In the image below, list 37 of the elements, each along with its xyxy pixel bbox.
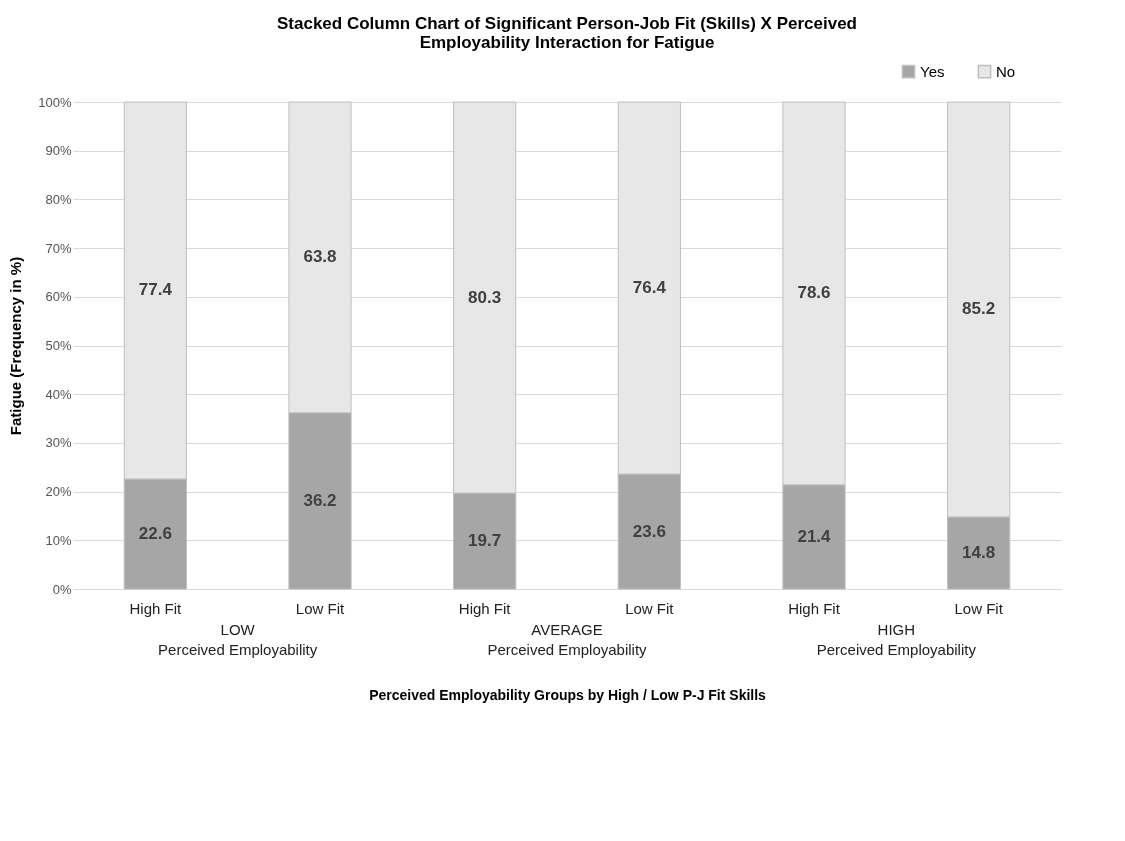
y-tick-label: 80%: [45, 191, 72, 207]
y-axis-title: Fatigue (Frequency in %): [7, 256, 25, 436]
y-tick-label: 70%: [45, 240, 72, 256]
text: HIGH Perceived Employability: [816, 621, 977, 658]
text: LOW Perceived Employability: [158, 621, 318, 658]
x-tick-label: High Fit: [458, 599, 512, 617]
data-label: 21.4: [797, 526, 832, 546]
x-tick-label: High Fit: [129, 599, 182, 617]
legend-label: Yes: [920, 62, 945, 80]
data-label: 23.6: [632, 521, 666, 541]
x-axis-title: Perceived Employability Groups by High / Low P-J Fit Skills: [369, 686, 767, 703]
data-label: 85.2: [962, 299, 996, 319]
data-label: 19.7: [468, 531, 502, 551]
data-label: 36.2: [303, 490, 337, 510]
y-tick-label: 50%: [45, 338, 72, 353]
data-label: 63.8: [303, 247, 337, 267]
text: AVERAGE Perceived Employability: [487, 621, 648, 658]
y-tick-label: 0%: [52, 581, 72, 597]
data-label: 22.6: [138, 523, 172, 543]
y-tick-label: 20%: [45, 484, 72, 500]
x-tick-label: Low Fit: [625, 599, 675, 617]
y-tick-label: 60%: [45, 289, 72, 305]
data-label: 78.6: [797, 283, 831, 303]
data-label: 77.4: [138, 280, 173, 300]
y-tick-label: 90%: [45, 143, 72, 159]
x-tick-label: High Fit: [788, 599, 841, 617]
y-tick-label: 10%: [45, 532, 72, 548]
chart-title: Stacked Column Chart of Significant Person-Job Fit (Skills) X Perceived Employability Interaction for Fatigue: [276, 14, 858, 52]
data-label: 76.4: [632, 278, 667, 298]
legend-label: No: [996, 62, 1016, 80]
data-label: 14.8: [962, 542, 996, 562]
y-tick-label: 40%: [45, 386, 72, 402]
data-label: 80.3: [468, 287, 502, 307]
x-tick-label: Low Fit: [954, 599, 1004, 617]
y-tick-label: 100%: [38, 94, 72, 110]
x-tick-label: Low Fit: [295, 599, 345, 617]
y-tick-label: 30%: [45, 435, 72, 451]
